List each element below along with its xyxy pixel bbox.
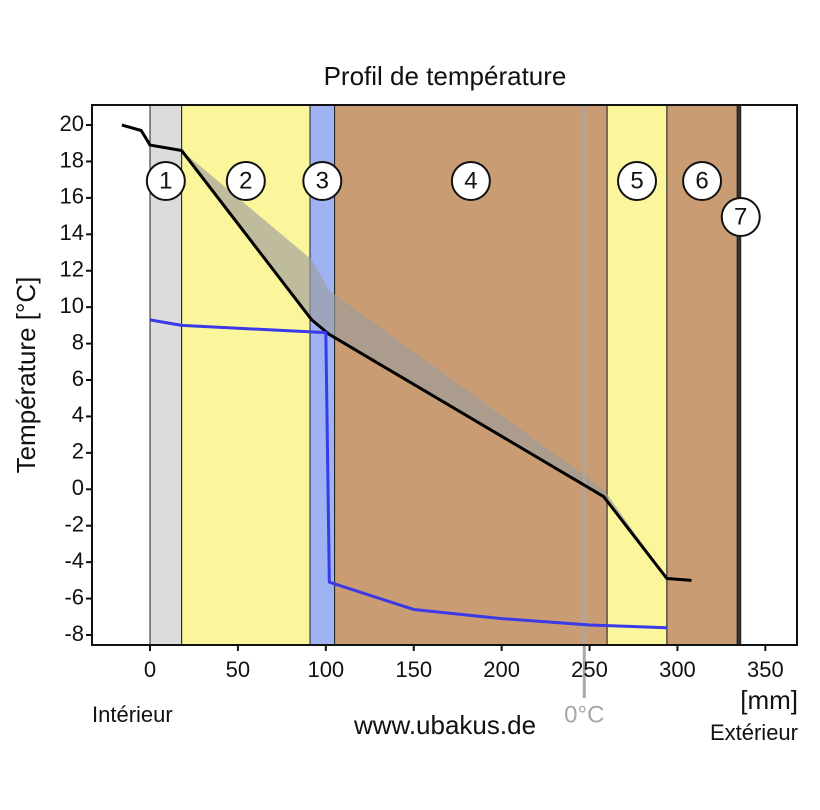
y-tick-label: -2 [64, 512, 84, 537]
plot-frame [91, 104, 798, 646]
layer-label: 5 [630, 167, 643, 194]
layer-badge [225, 161, 266, 201]
layer-badge [720, 197, 761, 237]
interior-note: Intérieur [92, 702, 173, 727]
x-axis-label: [mm] [740, 685, 798, 715]
x-tick-label: 150 [395, 657, 432, 682]
zero-line-label: 0°C [564, 701, 604, 728]
layer-badge [450, 161, 491, 201]
chart-title: Profil de température [324, 61, 567, 91]
layer [736, 104, 742, 646]
layer-label: 4 [464, 167, 477, 194]
y-axis-label: Température [°C] [11, 277, 41, 474]
x-tick-label: 100 [307, 657, 344, 682]
y-tick-label: 10 [60, 293, 84, 318]
series-line [121, 123, 692, 582]
layer-label: 2 [239, 167, 252, 194]
source: www.ubakus.de [353, 710, 536, 740]
x-tick-label: 300 [659, 657, 696, 682]
x-tick-label: 250 [571, 657, 608, 682]
layer-badge [617, 161, 658, 201]
x-tick-label: 350 [747, 657, 784, 682]
x-tick-label: 200 [483, 657, 520, 682]
y-tick-label: 6 [72, 366, 84, 391]
layer-label: 6 [695, 167, 708, 194]
y-tick-label: 8 [72, 329, 84, 354]
y-tick-label: 12 [60, 257, 84, 282]
layer-label: 3 [316, 167, 329, 194]
y-tick-label: 2 [72, 439, 84, 464]
y-tick-label: -6 [64, 584, 84, 609]
y-tick-label: -8 [64, 621, 84, 646]
y-tick-label: 14 [60, 220, 84, 245]
y-tick-label: 16 [60, 184, 84, 209]
exterior-note: Extérieur [710, 720, 798, 745]
y-tick-label: 18 [60, 147, 84, 172]
x-tick-label: 0 [144, 657, 156, 682]
y-tick-label: 4 [72, 402, 84, 427]
x-tick-label: 50 [226, 657, 250, 682]
layer-label: 7 [734, 203, 747, 230]
layer-badge [682, 161, 723, 201]
layer-label: 1 [159, 167, 172, 194]
series-line [149, 318, 667, 630]
layer-badge [302, 161, 343, 201]
temperature-band [181, 150, 667, 579]
y-tick-label: 20 [60, 111, 84, 136]
y-tick-label: 0 [72, 475, 84, 500]
y-tick-label: -4 [64, 548, 84, 573]
layer-badge [145, 161, 186, 201]
